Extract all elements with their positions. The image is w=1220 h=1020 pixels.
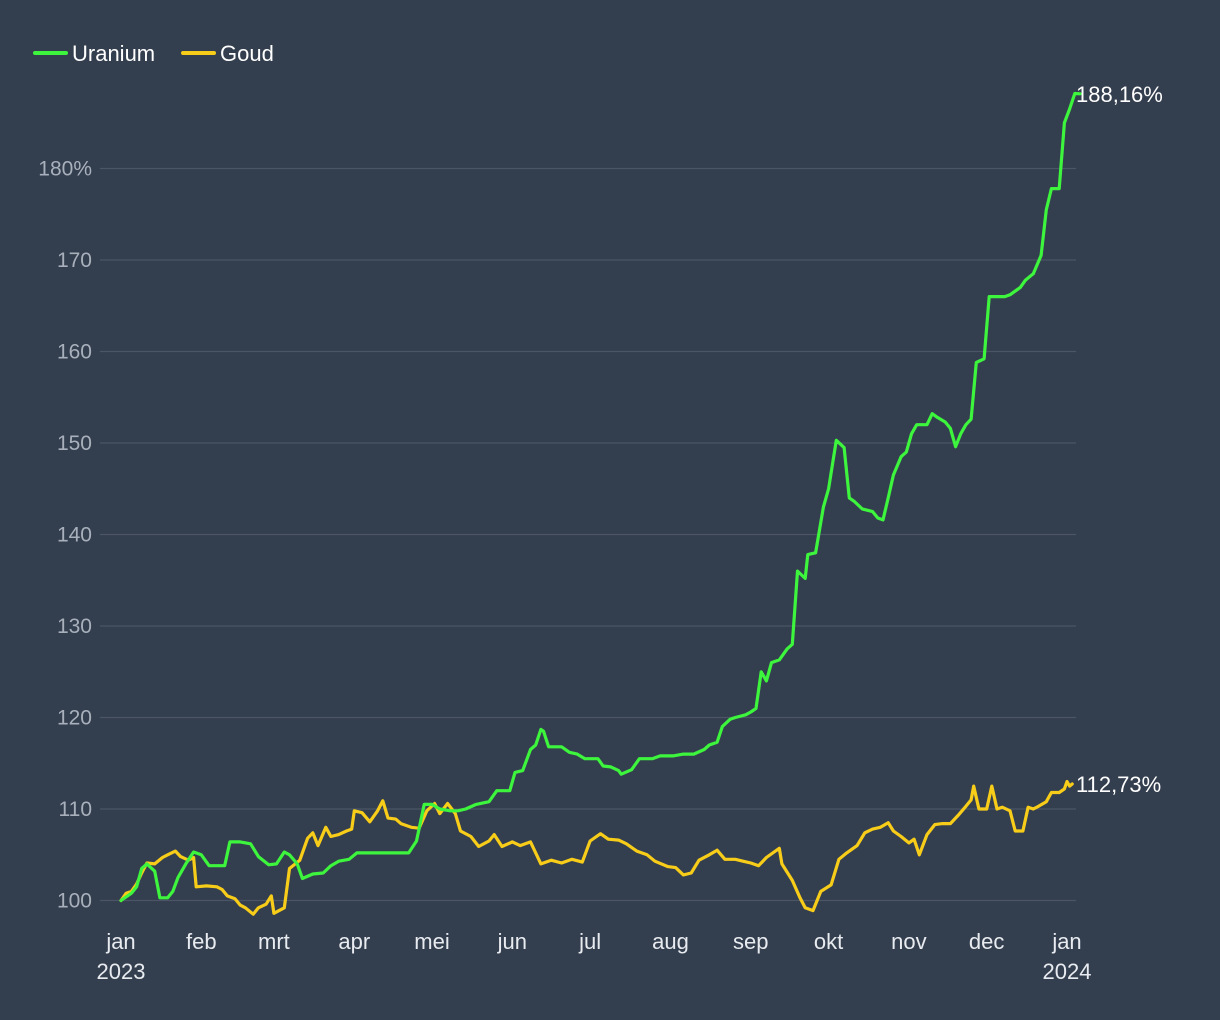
y-tick-label-140: 140: [57, 524, 92, 547]
x-tick-label-jun-5: jun: [497, 929, 527, 954]
x-tick-label-sep-8: sep: [733, 929, 768, 954]
y-axis: 100 110 120 130 140 150 160 170 180%: [38, 158, 92, 913]
end-label-uranium: 188,16%: [1076, 82, 1163, 107]
legend-label-uranium: Uranium: [72, 41, 155, 66]
x-tick-label-nov-10: nov: [891, 929, 926, 954]
y-tick-label-120: 120: [57, 707, 92, 730]
series-line-goud[interactable]: [119, 779, 1074, 916]
x-tick-label-mei-4: mei: [414, 929, 449, 954]
legend-item-uranium[interactable]: Uranium: [33, 41, 155, 66]
legend: Uranium Goud: [33, 41, 274, 66]
y-tick-label-100: 100: [57, 890, 92, 913]
x-tick-label-jan-0: jan: [105, 929, 135, 954]
y-tick-label-180: 180%: [38, 158, 92, 181]
series-line-uranium[interactable]: [119, 91, 1082, 903]
legend-label-goud: Goud: [220, 41, 274, 66]
x-tick-label-apr-3: apr: [338, 929, 370, 954]
x-tick-label-dec-11: dec: [969, 929, 1004, 954]
y-tick-label-170: 170: [57, 249, 92, 272]
x-tick-label-okt-9: okt: [814, 929, 843, 954]
end-label-goud: 112,73%: [1076, 772, 1161, 797]
x-tick-year-2024: 2024: [1043, 959, 1092, 984]
y-tick-label-160: 160: [57, 341, 92, 364]
x-tick-label-jul-6: jul: [578, 929, 601, 954]
series-lines: [119, 91, 1082, 916]
legend-item-goud[interactable]: Goud: [181, 41, 274, 66]
x-tick-year-2023: 2023: [97, 959, 146, 984]
y-tick-label-150: 150: [57, 432, 92, 455]
end-labels: 112,73% 188,16%: [1076, 82, 1163, 797]
x-tick-label-aug-7: aug: [652, 929, 689, 954]
grid-lines: [100, 167, 1076, 902]
x-tick-label-mrt-2: mrt: [258, 929, 290, 954]
y-tick-label-110: 110: [59, 798, 92, 821]
x-tick-label-jan-12: jan: [1051, 929, 1081, 954]
x-axis: jan 2023 feb mrt apr mei jun jul aug sep okt nov dec…: [97, 929, 1092, 984]
x-tick-label-feb-1: feb: [186, 929, 217, 954]
y-tick-label-130: 130: [57, 615, 92, 638]
